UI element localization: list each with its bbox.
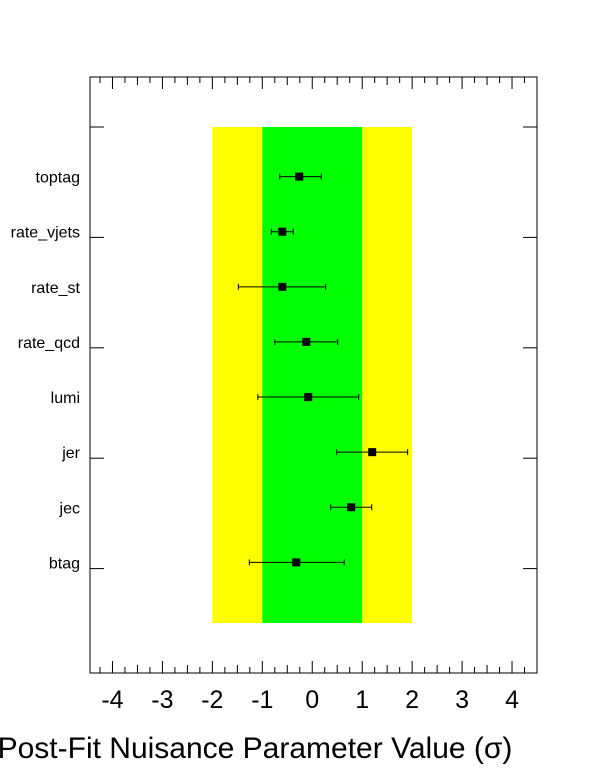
x-tick-label: 1 <box>355 686 369 714</box>
data-point-rate_vjets <box>278 227 287 236</box>
y-label-rate_st: rate_st <box>31 280 80 297</box>
data-points <box>278 172 377 567</box>
sigma-band-2 <box>262 127 363 623</box>
data-point-rate_qcd <box>302 337 311 346</box>
x-tick-label: -4 <box>101 686 123 714</box>
x-tick-label: 0 <box>305 686 319 714</box>
y-label-rate_vjets: rate_vjets <box>11 225 80 242</box>
x-tick-label: -2 <box>201 686 223 714</box>
x-tick-label: 4 <box>505 686 519 714</box>
plot-frame <box>89 76 538 674</box>
x-tick-label: 3 <box>455 686 469 714</box>
data-point-toptag <box>295 172 304 181</box>
x-tick-label: 2 <box>405 686 419 714</box>
data-point-jec <box>347 503 356 512</box>
x-tick-label: -3 <box>151 686 173 714</box>
y-label-btag: btag <box>49 555 80 572</box>
y-label-lumi: lumi <box>51 390 80 407</box>
y-axis-ticks <box>90 126 537 570</box>
x-axis-ticks <box>99 77 538 673</box>
data-point-jer <box>368 448 377 457</box>
data-point-lumi <box>304 393 313 402</box>
data-point-rate_st <box>278 282 287 291</box>
x-tick-label: -1 <box>251 686 273 714</box>
y-label-rate_qcd: rate_qcd <box>18 335 80 352</box>
x-axis-title: Post-Fit Nuisance Parameter Value (σ) <box>0 732 512 765</box>
y-label-toptag: toptag <box>36 170 80 187</box>
sigma-bands <box>212 127 413 623</box>
y-label-jec: jec <box>59 500 80 517</box>
data-point-btag <box>292 558 301 567</box>
x-axis-tick-labels: -4 -3 -2 -1 0 1 2 3 4 <box>101 686 519 714</box>
y-label-jer: jer <box>61 445 80 462</box>
